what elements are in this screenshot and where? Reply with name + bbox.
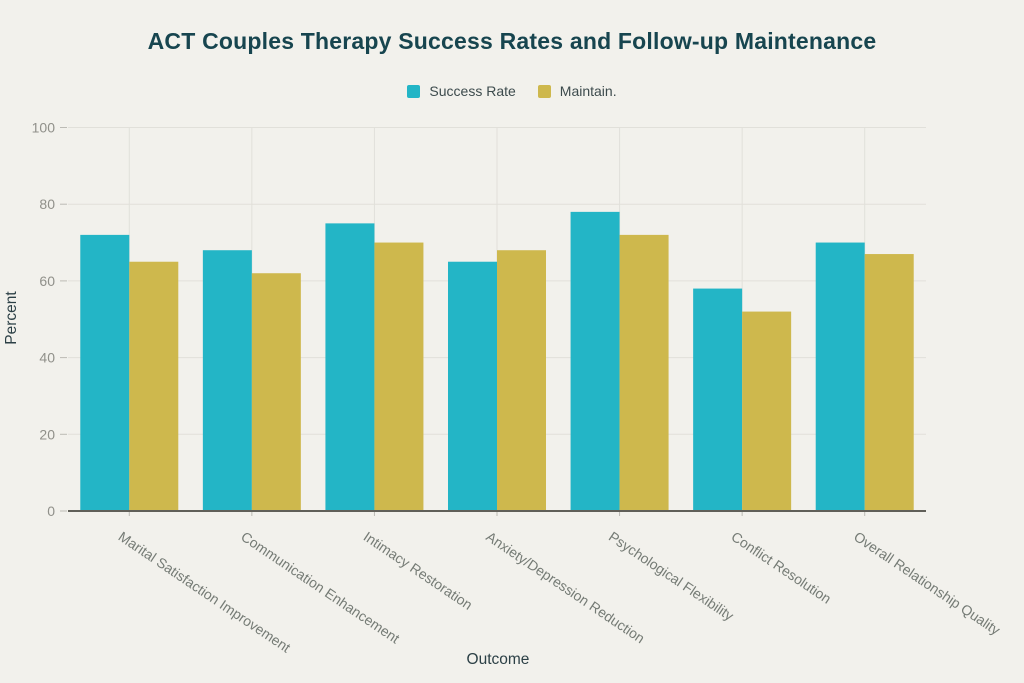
chart-title: ACT Couples Therapy Success Rates and Fo… [147, 28, 877, 54]
bar-maintain-6 [864, 254, 914, 511]
legend-item-success-rate: Success Rate [407, 83, 516, 99]
x-category-label-conflict-resolution: Conflict Resolution [728, 528, 834, 607]
bar-success-rate-5 [693, 288, 743, 511]
bar-success-rate-6 [815, 242, 865, 512]
legend-swatch-success-rate-icon [407, 84, 421, 98]
x-category-label-psychological-flexibility: Psychological Flexibility [606, 528, 737, 624]
legend-label-maintain: Maintain. [559, 83, 617, 99]
x-category-label-overall-relationship-quality: Overall Relationship Quality [851, 528, 1003, 638]
y-tick-label-40: 40 [39, 350, 55, 366]
bar-maintain-0 [129, 261, 179, 511]
x-category-label-intimacy-restoration: Intimacy Restoration [361, 528, 476, 613]
legend-swatch-maintain-icon [537, 84, 551, 98]
bar-maintain-2 [374, 242, 424, 512]
bar-success-rate-1 [202, 250, 252, 511]
legend-item-maintain: Maintain. [537, 83, 617, 99]
legend: Success Rate Maintain. [0, 83, 1024, 99]
y-tick-label-20: 20 [39, 426, 55, 442]
bar-success-rate-3 [448, 261, 497, 511]
y-tick-label-80: 80 [39, 196, 55, 212]
y-tick-label-60: 60 [39, 273, 55, 289]
y-axis-title: Percent [3, 291, 20, 345]
y-tick-label-0: 0 [47, 503, 55, 519]
bar-maintain-5 [742, 311, 792, 511]
legend-label-success-rate: Success Rate [429, 83, 516, 99]
bar-success-rate-0 [80, 234, 130, 511]
y-tick-label-100: 100 [32, 120, 56, 136]
bars-layer [80, 211, 914, 512]
bar-maintain-3 [497, 250, 546, 511]
x-axis-title: Outcome [467, 651, 530, 668]
bar-success-rate-2 [325, 223, 375, 511]
bar-maintain-4 [619, 234, 669, 511]
bar-success-rate-4 [570, 211, 620, 511]
bar-maintain-1 [251, 273, 301, 511]
axis-layer [60, 127, 926, 516]
